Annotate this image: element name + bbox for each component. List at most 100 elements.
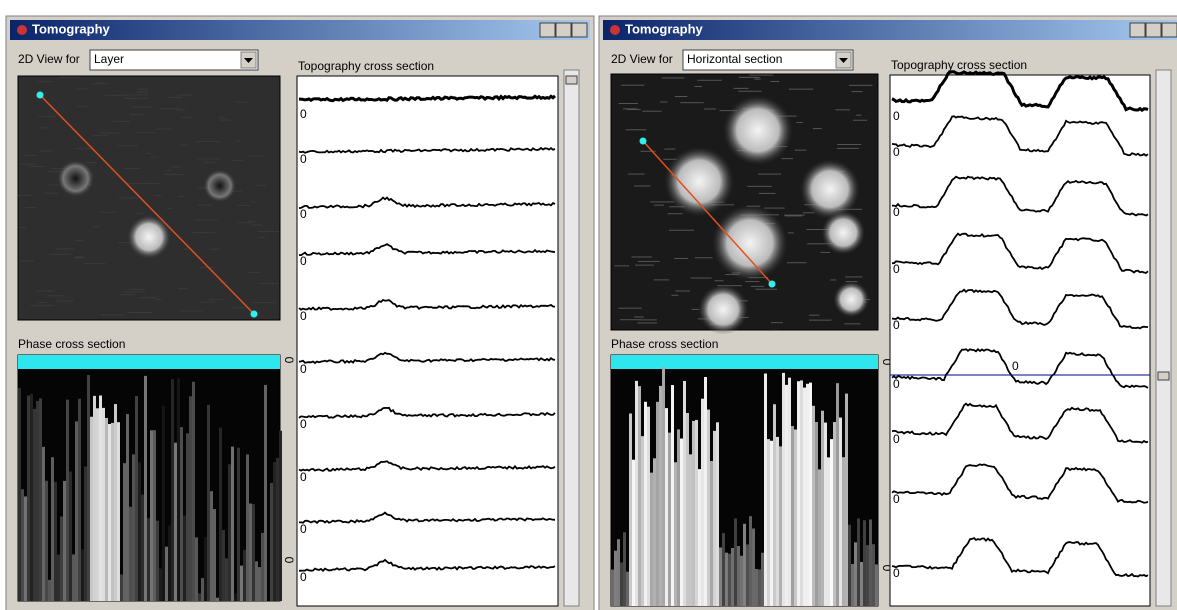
phase-column — [851, 564, 854, 606]
phase-top — [18, 355, 280, 369]
phase-column — [42, 447, 45, 601]
image-noise — [674, 258, 688, 259]
image-noise — [200, 302, 214, 303]
phase-column — [228, 464, 231, 601]
phase-column — [641, 436, 644, 606]
image-noise — [75, 240, 83, 241]
max-button[interactable] — [1146, 23, 1161, 37]
phase-column — [686, 413, 689, 606]
image-noise — [252, 302, 274, 303]
close-button[interactable] — [572, 23, 587, 37]
image-noise — [755, 289, 777, 290]
image-noise — [739, 77, 760, 78]
image-noise — [809, 315, 819, 316]
phase-column — [237, 448, 240, 601]
image-noise — [844, 323, 860, 324]
max-button[interactable] — [556, 23, 571, 37]
handle[interactable] — [640, 138, 647, 145]
min-button[interactable] — [540, 23, 555, 37]
image-noise — [38, 81, 54, 82]
phase-column — [818, 469, 821, 606]
phase-column — [159, 568, 162, 601]
handle[interactable] — [251, 311, 258, 318]
image-noise — [809, 320, 831, 321]
image-noise — [128, 289, 145, 290]
image-noise — [745, 281, 759, 282]
image-noise — [258, 231, 280, 232]
handle[interactable] — [37, 92, 44, 99]
image-noise — [85, 162, 96, 163]
phase-column — [81, 549, 84, 601]
image-noise — [99, 212, 115, 213]
image-noise — [18, 195, 32, 196]
phase-column — [195, 537, 198, 601]
phase-column — [264, 385, 267, 601]
pit — [58, 160, 94, 196]
image-noise — [119, 197, 138, 198]
image-noise — [830, 279, 836, 280]
view-option: Horizontal section — [687, 52, 782, 66]
image-noise — [219, 120, 231, 121]
image-noise — [125, 291, 144, 292]
min-button[interactable] — [1130, 23, 1145, 37]
phase-column — [102, 408, 105, 601]
phase-column — [105, 418, 108, 601]
phase-column — [869, 520, 872, 606]
scrollbar-track[interactable] — [1156, 70, 1171, 606]
phase-column — [635, 381, 638, 606]
image-noise — [25, 207, 36, 208]
profile-label: 0 — [300, 207, 307, 221]
close-button[interactable] — [1162, 23, 1177, 37]
image-noise — [154, 195, 163, 196]
image-noise — [39, 150, 53, 151]
scrollbar-thumb[interactable] — [566, 76, 577, 84]
phase-column — [168, 526, 171, 601]
image-noise — [198, 205, 214, 206]
phase-column — [261, 533, 264, 601]
image-noise — [55, 249, 74, 250]
phase-column — [866, 545, 869, 606]
image-noise — [193, 220, 217, 221]
scrollbar-thumb[interactable] — [1158, 372, 1169, 380]
image-noise — [680, 102, 704, 103]
topography-title: Topography cross section — [298, 59, 434, 73]
image-noise — [650, 201, 674, 202]
image-noise — [209, 299, 225, 300]
phase-column — [30, 394, 33, 601]
phase-column — [36, 401, 39, 601]
image-noise — [77, 106, 89, 107]
image-noise — [156, 299, 161, 300]
image-noise — [127, 183, 137, 184]
phase-column — [192, 382, 195, 601]
phase-column — [126, 414, 129, 601]
image-noise — [787, 262, 807, 263]
image-noise — [788, 232, 794, 233]
image-noise — [166, 170, 173, 171]
image-noise — [39, 116, 54, 117]
image-noise — [249, 155, 263, 156]
phase-column — [48, 580, 51, 601]
image-noise — [675, 290, 689, 291]
phase-column — [755, 569, 758, 606]
phase-column — [201, 578, 204, 601]
particle — [712, 205, 788, 281]
particle — [800, 159, 860, 219]
phase-column — [150, 430, 153, 601]
phase-column — [728, 554, 731, 606]
image-noise — [675, 96, 687, 97]
screen: Tomography2D View forLayerPhase cross se… — [0, 0, 1177, 610]
phase-column — [620, 562, 623, 606]
phase-column — [141, 495, 144, 601]
scrollbar-track[interactable] — [564, 70, 579, 606]
phase-column — [683, 381, 686, 606]
phase-column — [821, 411, 824, 606]
image-noise — [167, 208, 173, 209]
handle[interactable] — [769, 281, 776, 288]
image-noise — [130, 114, 145, 115]
image-noise — [178, 288, 188, 289]
image-noise — [132, 107, 153, 108]
phase-column — [165, 547, 168, 601]
image-noise — [248, 221, 256, 222]
window-title: Tomography — [625, 21, 704, 36]
